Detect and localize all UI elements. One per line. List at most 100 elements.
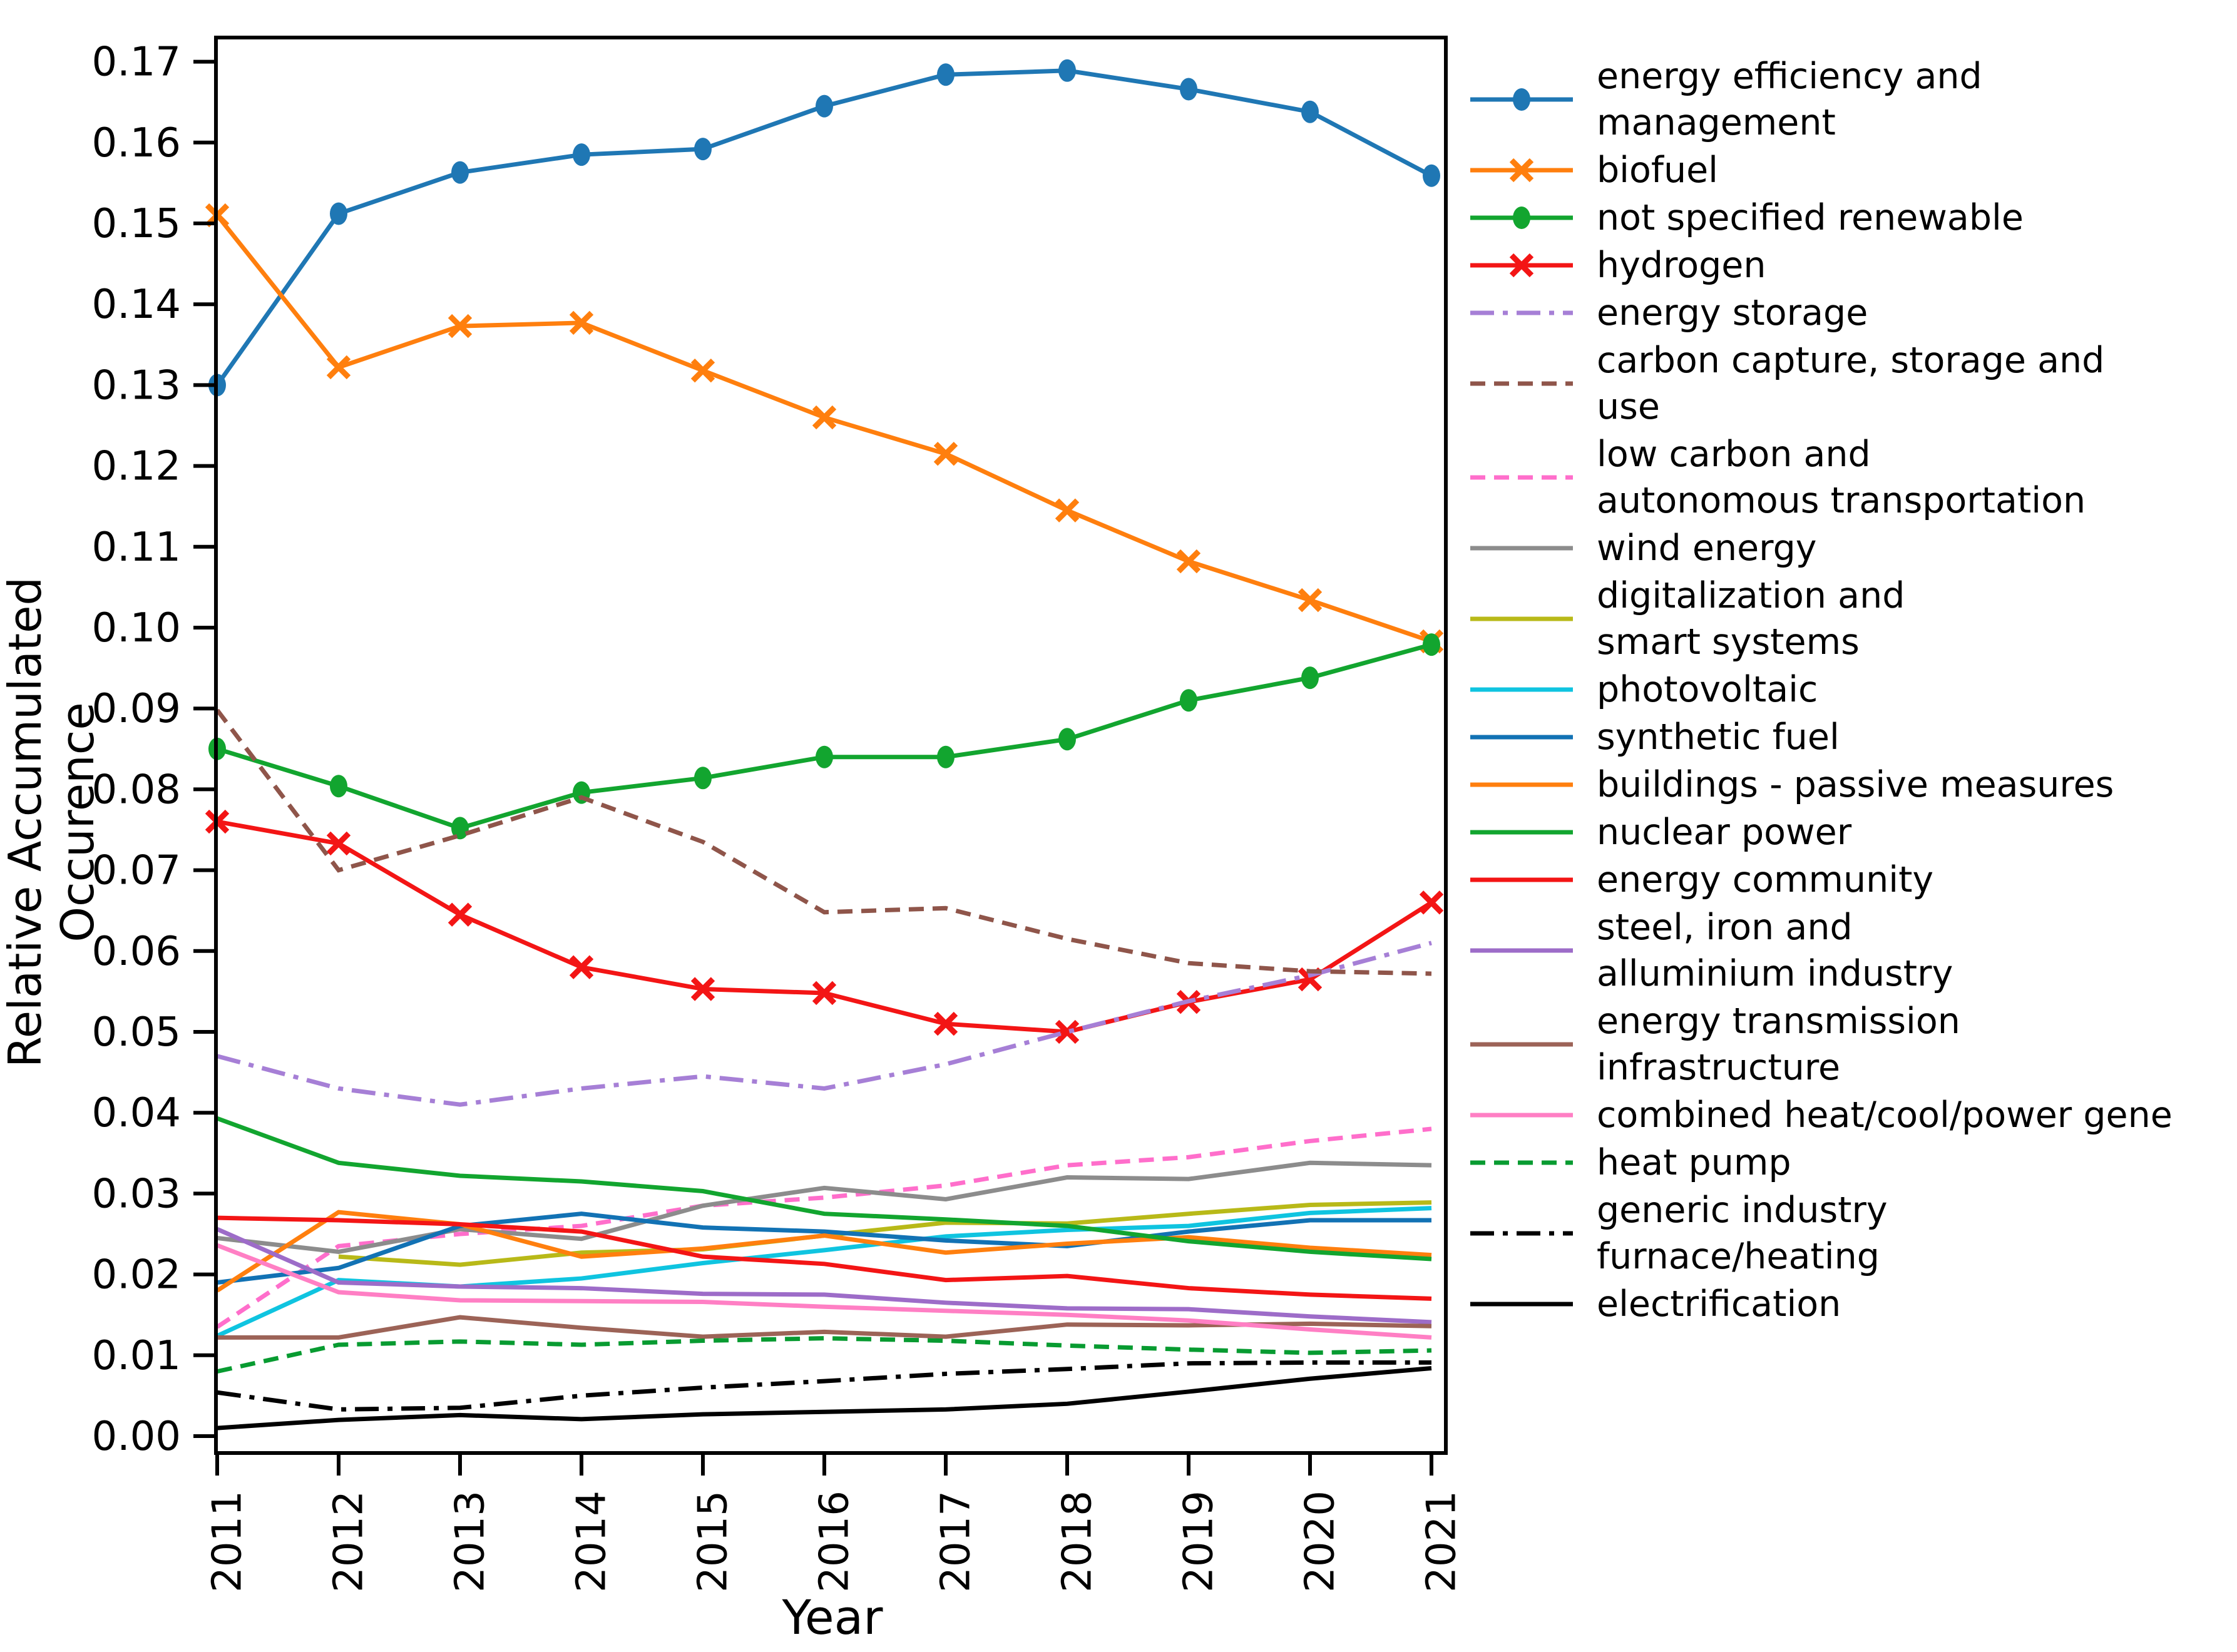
marker-x-hydrogen (569, 955, 594, 979)
legend-item-label: combined heat/cool/power gene (1597, 1094, 2173, 1136)
x-tick-label: 2011 (205, 1491, 251, 1593)
series-line-wind-energy (217, 1160, 1432, 1254)
legend-item-label: electrification (1597, 1283, 1841, 1325)
marker-circle-not-specified-renewable (816, 745, 833, 768)
y-tick-label: 0.08 (92, 767, 182, 813)
legend-item-label: synthetic fuel (1597, 716, 1840, 758)
plot-frame (214, 36, 1448, 1455)
legend-item-label: energy storage (1597, 292, 1868, 334)
marker-x-biofuel (448, 314, 473, 339)
legend-item-photovoltaic: photovoltaic (1468, 666, 2237, 713)
x-tick-label: 2016 (812, 1491, 858, 1593)
legend-item-nuclear-power: nuclear power (1468, 808, 2237, 856)
legend-line-sample-energy-transmission-infrastructure (1470, 1042, 1573, 1047)
series-line-not-specified-renewable (216, 642, 1432, 831)
marker-x-biofuel (1176, 549, 1201, 574)
x-tick-label: 2012 (326, 1491, 372, 1593)
legend-line-sample-energy-storage (1470, 310, 1573, 315)
series-line-steel-iron-and-alluminium-industry (216, 1227, 1432, 1325)
legend-line-sample-wind-energy (1470, 546, 1573, 551)
y-tick-label: 0.05 (92, 1009, 182, 1056)
marker-circle-energy-efficiency-and-management (816, 94, 833, 118)
marker-circle-not-specified-renewable (694, 767, 712, 790)
y-tick-label: 0.04 (92, 1090, 182, 1136)
x-tick-label: 2014 (569, 1491, 615, 1593)
marker-circle-energy-efficiency-and-management (1301, 100, 1319, 123)
marker-circle-not-specified-renewable (937, 745, 955, 768)
series-line-heat-pump (217, 1336, 1432, 1374)
x-tick-label: 2020 (1298, 1491, 1344, 1593)
legend-item-label: low carbon and autonomous transportation (1597, 434, 2086, 521)
y-tick-label: 0.12 (92, 444, 182, 490)
legend-item-label: photovoltaic (1597, 669, 1818, 710)
legend-item-label: carbon capture, storage and use (1597, 340, 2105, 427)
y-tick-label: 0.16 (92, 120, 182, 166)
y-tick-label: 0.01 (92, 1333, 182, 1379)
series-line-electrification (217, 1365, 1432, 1430)
series-line-biofuel (215, 213, 1433, 644)
legend-item-label: steel, iron and alluminium industry (1597, 907, 1953, 994)
y-tick-label: 0.17 (92, 39, 182, 86)
legend-item-heat-pump: heat pump (1468, 1139, 2237, 1186)
y-tick-label: 0.07 (92, 848, 182, 894)
legend-item-biofuel: biofuel (1468, 146, 2237, 194)
x-tick-label: 2018 (1055, 1491, 1101, 1593)
legend-line-sample-not-specified-renewable (1470, 206, 1573, 229)
marker-x-hydrogen (326, 831, 351, 856)
legend-item-energy-efficiency-and-management: energy efficiency and management (1468, 53, 2237, 146)
series-line-energy-storage (217, 941, 1432, 1107)
legend-item-generic-industry-furnace-heating: generic industry furnace/heating (1468, 1186, 2237, 1280)
legend-line-sample-carbon-capture-storage-and-use (1470, 381, 1573, 386)
marker-circle-energy-efficiency-and-management (1180, 78, 1197, 101)
marker-x-hydrogen (690, 977, 715, 1001)
marker-x-biofuel (933, 442, 958, 466)
legend-line-sample-energy-community (1470, 877, 1573, 882)
legend-item-combined-heat-cool-power-generation: combined heat/cool/power gene (1468, 1091, 2237, 1139)
legend-item-energy-community: energy community (1468, 856, 2237, 904)
marker-circle-energy-efficiency-and-management (1423, 164, 1440, 187)
legend-item-low-carbon-autonomous-transportation: low carbon and autonomous transportation (1468, 431, 2237, 524)
legend-item-hydrogen: hydrogen (1468, 242, 2237, 289)
y-tick-label: 0.11 (92, 524, 182, 571)
y-tick-label: 0.03 (92, 1171, 182, 1217)
series-line-buildings-passive-measures (216, 1210, 1432, 1293)
marker-circle-not-specified-renewable (451, 817, 469, 840)
legend-item-label: hydrogen (1597, 245, 1766, 286)
legend-item-not-specified-renewable: not specified renewable (1468, 194, 2237, 242)
legend-item-energy-transmission-infrastructure: energy transmission infrastructure (1468, 997, 2237, 1091)
y-tick-label: 0.13 (92, 362, 182, 409)
marker-x-hydrogen (812, 981, 837, 1006)
legend-line-sample-synthetic-fuel (1470, 735, 1573, 740)
legend-line-sample-generic-industry-furnace-heating (1470, 1231, 1573, 1236)
legend-item-label: energy efficiency and management (1597, 56, 1982, 143)
legend-item-synthetic-fuel: synthetic fuel (1468, 713, 2237, 761)
marker-circle-energy-efficiency-and-management (694, 138, 712, 161)
legend-line-sample-buildings-passive-measures (1470, 782, 1573, 787)
marker-x-hydrogen (1055, 1019, 1080, 1044)
marker-circle-not-specified-renewable (1301, 666, 1319, 690)
series-line-synthetic-fuel (217, 1211, 1431, 1285)
legend-line-sample-energy-efficiency-and-management (1470, 88, 1573, 111)
legend-item-steel-iron-and-alluminium-industry: steel, iron and alluminium industry (1468, 904, 2237, 997)
legend-item-digitalization-and-smart-systems: digitalization and smart systems (1468, 572, 2237, 666)
marker-x-hydrogen (448, 902, 473, 927)
y-tick-label: 0.00 (92, 1414, 182, 1460)
series-line-energy-community (217, 1215, 1432, 1301)
legend-item-label: nuclear power (1597, 812, 1852, 853)
series-line-combined-heat-cool-power-generation (216, 1243, 1432, 1340)
y-axis-label: Relative Accumulated Occurence (0, 576, 104, 1068)
y-tick-label: 0.10 (92, 605, 182, 651)
x-tick-label: 2013 (448, 1491, 494, 1593)
legend-item-energy-storage: energy storage (1468, 289, 2237, 337)
marker-circle-not-specified-renewable (1180, 689, 1197, 712)
legend-item-label: energy transmission infrastructure (1597, 1001, 1960, 1088)
x-tick-label: 2015 (690, 1491, 737, 1593)
legend-line-sample-nuclear-power (1470, 830, 1573, 835)
series-line-energy-transmission-infrastructure (217, 1315, 1432, 1340)
legend-line-sample-electrification (1470, 1302, 1573, 1307)
marker-x-biofuel (569, 310, 594, 335)
marker-x-biofuel (326, 355, 351, 380)
marker-x-hydrogen (933, 1011, 958, 1036)
series-line-carbon-capture-storage-and-use (215, 708, 1432, 976)
